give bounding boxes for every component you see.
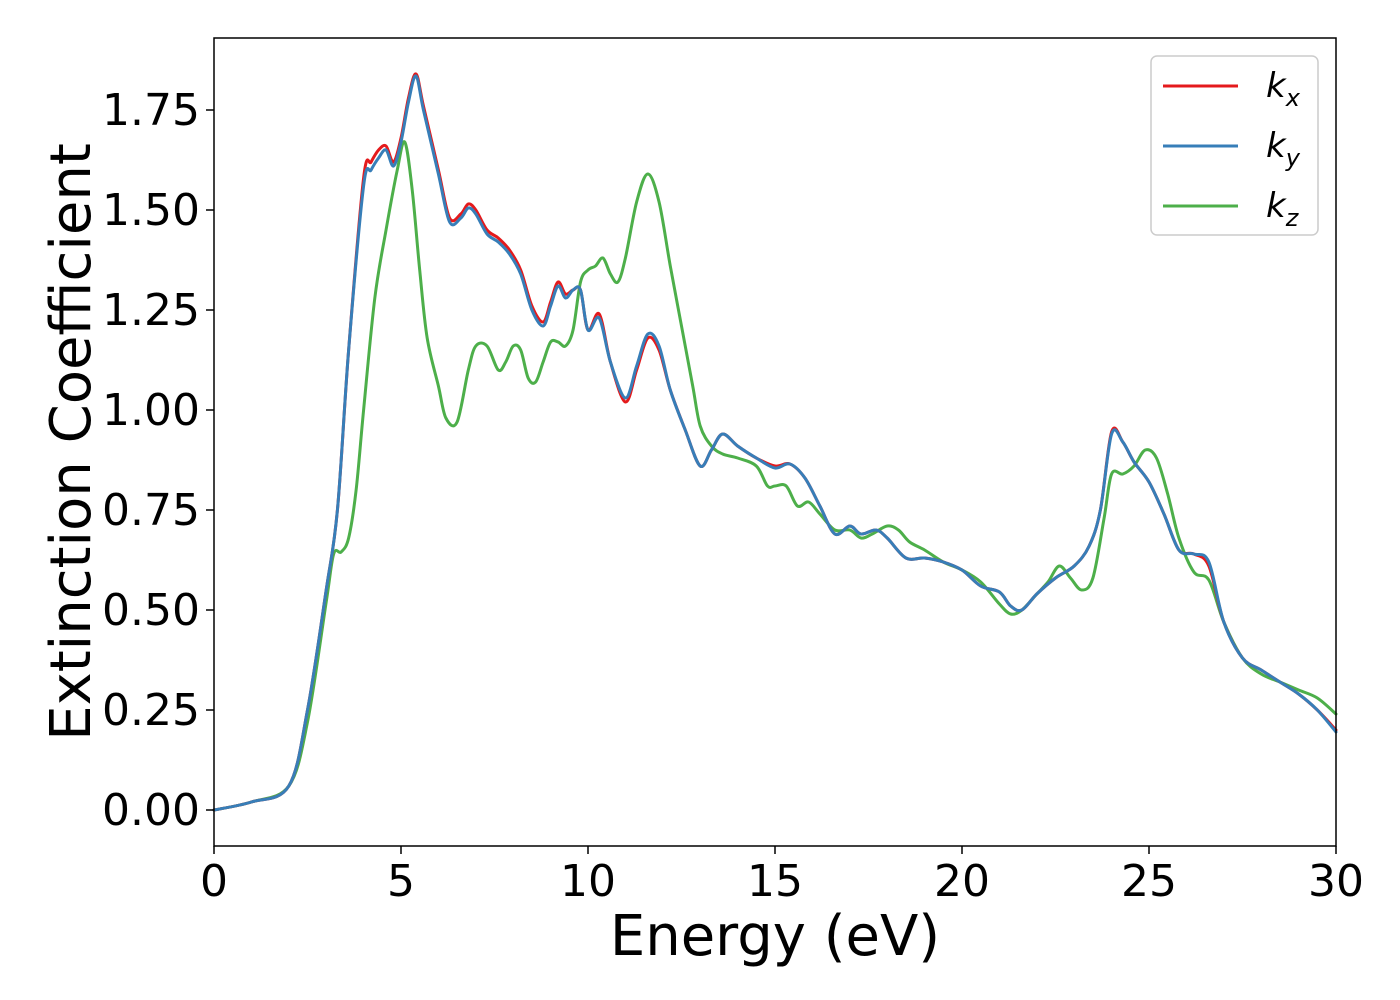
y-tick-label: 0.25 [102, 685, 200, 736]
x-tick-label: 15 [747, 856, 803, 907]
legend-label-subscript: y [1285, 144, 1301, 172]
legend-label-main: k [1266, 66, 1287, 106]
x-tick-label: 0 [200, 856, 228, 907]
legend-label-kz: kz [1266, 186, 1300, 232]
x-tick-label: 5 [387, 856, 415, 907]
y-axis-ticks: 0.00 0.25 0.50 0.75 1.00 1.25 1.50 1.75 [102, 85, 214, 836]
y-tick-label: 1.00 [102, 385, 200, 436]
x-tick-label: 10 [560, 856, 616, 907]
y-tick-label: 0.00 [102, 785, 200, 836]
legend-label-subscript: x [1285, 84, 1301, 112]
series-line-ky [212, 74, 1338, 812]
x-tick-label: 20 [934, 856, 990, 907]
x-tick-label: 30 [1308, 856, 1364, 907]
x-axis-ticks: 0 5 10 15 20 25 30 [200, 846, 1364, 907]
legend-label-main: k [1266, 186, 1287, 226]
legend-label-kx: kx [1266, 66, 1301, 112]
series-layer [212, 72, 1338, 812]
legend-label-ky: ky [1266, 126, 1301, 172]
x-tick-label: 25 [1121, 856, 1177, 907]
series-line-kz [212, 140, 1338, 812]
y-tick-label: 1.25 [102, 285, 200, 336]
legend-label-subscript: z [1285, 204, 1300, 232]
x-axis-title: Energy (eV) [610, 904, 940, 969]
y-tick-label: 0.50 [102, 585, 200, 636]
y-tick-label: 0.75 [102, 485, 200, 536]
legend-label-main: k [1266, 126, 1287, 166]
y-tick-label: 1.75 [102, 85, 200, 136]
y-axis-title: Extinction Coefficient [39, 143, 104, 741]
y-tick-label: 1.50 [102, 185, 200, 236]
